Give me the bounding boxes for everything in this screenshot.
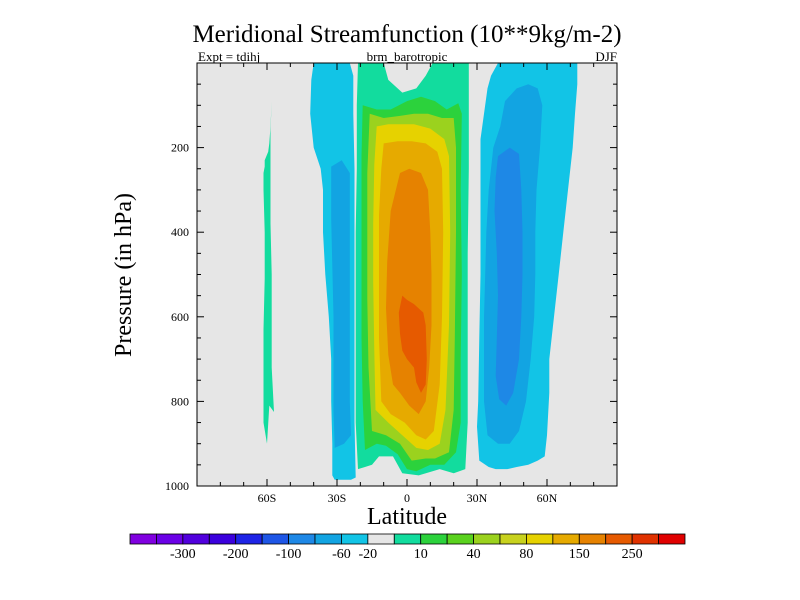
- contour-sh-polar-positive-band: [263, 101, 274, 444]
- x-tick-label: 0: [404, 491, 410, 505]
- y-tick-label: 400: [171, 225, 189, 239]
- colorbar-swatch: [658, 533, 686, 545]
- colorbar-label: 80: [519, 547, 533, 562]
- colorbar-swatch: [473, 533, 501, 545]
- colorbar-swatch: [156, 533, 184, 545]
- colorbar-label: 40: [467, 547, 481, 562]
- colorbar: [129, 533, 686, 545]
- colorbar-swatch: [129, 533, 157, 545]
- colorbar-swatch: [605, 533, 633, 545]
- contour-tropical-positive-250: [398, 295, 427, 393]
- colorbar-swatch: [208, 533, 237, 545]
- x-tick-label: 60S: [258, 491, 277, 505]
- right-subtitle: DJF: [595, 49, 617, 64]
- colorbar-swatch: [393, 533, 422, 545]
- left-subtitle: Expt = tdihj: [198, 49, 260, 64]
- colorbar-swatch: [235, 533, 263, 545]
- y-axis-label: Pressure (in hPa): [111, 193, 137, 357]
- colorbar-swatch: [182, 533, 210, 545]
- chart-title: Meridional Streamfunction (10**9kg/m-2): [192, 21, 621, 48]
- y-tick-label: 800: [171, 394, 189, 408]
- y-tick-label: 200: [171, 141, 189, 155]
- x-tick-label: 30S: [328, 491, 347, 505]
- x-axis-ticks: 60S 30S 0 30N 60N: [196, 63, 618, 505]
- colorbar-swatch: [499, 533, 527, 545]
- colorbar-label: 250: [622, 547, 643, 562]
- colorbar-labels: -300 -200 -100 -60 -20 10 40 80 150 250: [170, 547, 643, 562]
- colorbar-swatch: [288, 533, 316, 545]
- y-tick-label: 600: [171, 310, 189, 324]
- x-axis-label: Latitude: [367, 504, 447, 530]
- colorbar-label: 150: [569, 547, 590, 562]
- contour-sh-midlat-negative-inner: [331, 160, 351, 448]
- colorbar-label: -60: [332, 547, 351, 562]
- colorbar-swatch: [420, 533, 448, 545]
- x-tick-label: 30N: [467, 491, 488, 505]
- colorbar-label: 10: [414, 547, 428, 562]
- colorbar-swatch: [446, 533, 474, 545]
- colorbar-label: -300: [170, 547, 196, 562]
- colorbar-swatch: [526, 533, 554, 545]
- colorbar-swatch: [631, 533, 659, 545]
- colorbar-label: -20: [359, 547, 378, 562]
- colorbar-swatch: [367, 533, 395, 545]
- x-tick-label: 60N: [537, 491, 558, 505]
- colorbar-label: -200: [223, 547, 249, 562]
- y-tick-label: 1000: [165, 479, 189, 493]
- colorbar-swatch: [552, 533, 580, 545]
- colorbar-swatch: [341, 533, 369, 545]
- y-axis-ticks: 200 400 600 800 1000: [165, 83, 617, 493]
- colorbar-swatch: [314, 533, 342, 545]
- colorbar-swatch: [578, 533, 607, 545]
- center-subtitle: brm_barotropic: [367, 49, 448, 64]
- colorbar-swatch: [261, 533, 289, 545]
- contour-nh-negative-core: [494, 147, 523, 406]
- colorbar-label: -100: [276, 547, 302, 562]
- contour-fills: [263, 63, 578, 480]
